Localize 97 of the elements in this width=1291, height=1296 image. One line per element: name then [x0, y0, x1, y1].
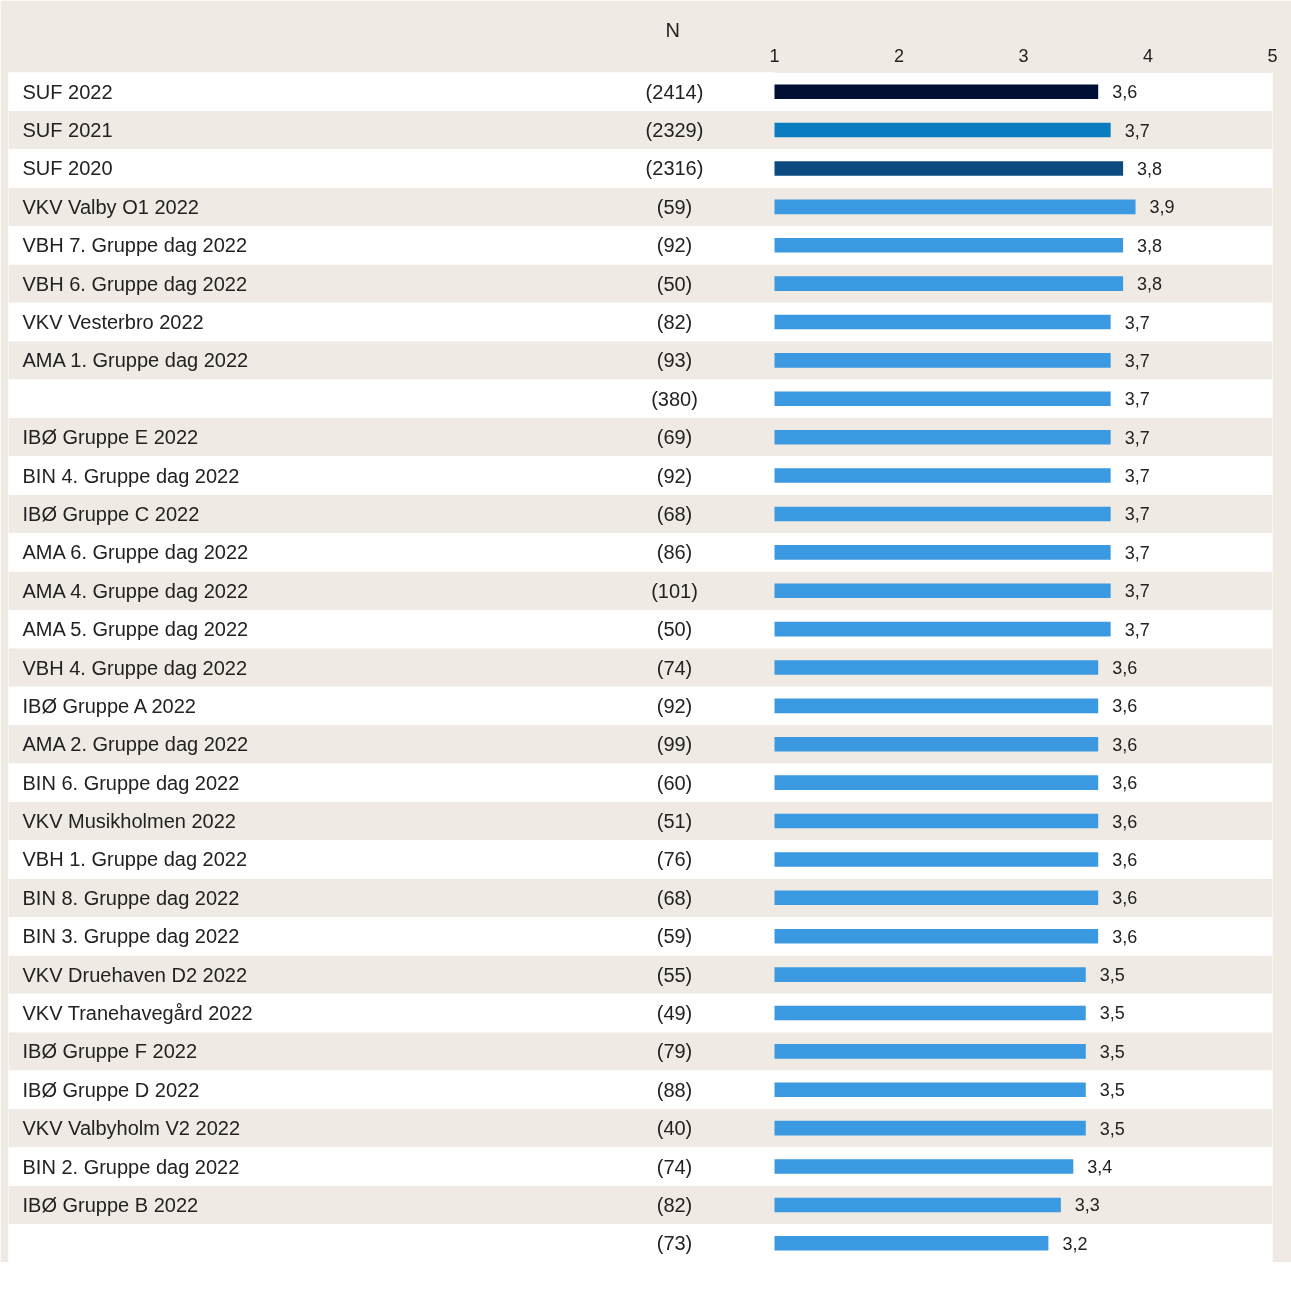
text: (79): [656, 1040, 693, 1063]
data-label: 3,5: [1099, 1041, 1125, 1062]
text: (59): [656, 925, 693, 948]
data-label: 3,7: [1124, 427, 1150, 448]
text: (59): [656, 195, 693, 218]
data-label: 3,6: [1112, 658, 1138, 678]
data-label: 3,9: [1149, 197, 1175, 218]
data-label: 3,5: [1099, 1080, 1125, 1101]
x2-tick-label: 1: [769, 45, 780, 66]
text: (86): [656, 541, 693, 564]
text: (51): [656, 810, 693, 833]
text: (92): [656, 464, 693, 487]
text: (82): [656, 311, 693, 334]
data-label: 3,7: [1124, 466, 1150, 487]
text: (40): [656, 1117, 693, 1140]
data-label: 3,6: [1112, 696, 1138, 717]
y-tick-label: VKV Valbyholm V2 2022: [22, 1117, 241, 1140]
data-label: 3,2: [1062, 1233, 1088, 1254]
data-label: 3,6: [1112, 849, 1138, 870]
data-label: 3,7: [1124, 350, 1150, 371]
text: (60): [656, 771, 693, 794]
y-tick-label: BIN 4. Gruppe dag 2022: [22, 464, 240, 487]
text: (92): [656, 694, 693, 717]
text: (69): [656, 426, 693, 449]
y-tick-label: VBH 7. Gruppe dag 2022: [22, 234, 248, 257]
data-label: 3,7: [1124, 619, 1150, 640]
text: (2414): [645, 80, 704, 103]
y-tick-label: IBØ Gruppe C 2022: [22, 502, 200, 525]
text: (73): [656, 1232, 693, 1255]
data-label: 3,8: [1137, 158, 1163, 179]
y-tick-label: SUF 2022: [22, 80, 113, 103]
y-tick-label: IBØ Gruppe F 2022: [22, 1040, 198, 1063]
y-tick-label: VBH 1. Gruppe dag 2022: [22, 848, 248, 871]
x2-tick-label: 3: [1018, 45, 1029, 66]
y-tick-label: SUF 2020: [22, 157, 113, 180]
text: (93): [656, 349, 693, 372]
y-tick-label: AMA 5. Gruppe dag 2022: [22, 618, 249, 641]
text: (2316): [645, 157, 704, 180]
y-tick-label: VKV Vesterbro 2022: [22, 311, 204, 334]
data-label: 3,6: [1112, 888, 1138, 909]
text: (50): [656, 272, 693, 295]
data-label: 3,7: [1124, 581, 1150, 602]
text: (380): [651, 387, 698, 410]
y-tick-label: AMA 1. Gruppe dag 2022: [22, 349, 249, 372]
y-tick-label: IBØ Gruppe D 2022: [22, 1078, 200, 1101]
y-tick-label: SUF 2021: [22, 119, 113, 142]
y-tick-label: IBØ Gruppe B 2022: [22, 1193, 199, 1216]
data-label: 3,7: [1124, 542, 1150, 563]
text: (68): [656, 886, 693, 909]
text: (74): [656, 1155, 693, 1178]
text: (2329): [645, 119, 704, 142]
y-tick-label: IBØ Gruppe A 2022: [22, 694, 196, 717]
y-tick-label: VKV Valby O1 2022: [22, 195, 199, 218]
text: (82): [656, 1193, 693, 1216]
y-tick-label: AMA 2. Gruppe dag 2022: [22, 733, 249, 756]
x2-tick-label: 5: [1267, 45, 1278, 66]
text: (68): [656, 502, 693, 525]
text: (55): [656, 963, 693, 986]
text: (92): [656, 234, 693, 257]
y-tick-label: AMA 6. Gruppe dag 2022: [22, 541, 249, 564]
text: (101): [651, 579, 698, 602]
text: (74): [656, 656, 693, 679]
data-label: 3,5: [1099, 1003, 1125, 1024]
data-label: 3,5: [1099, 965, 1125, 986]
data-label: 3,7: [1124, 312, 1150, 333]
y-tick-label: VKV Tranehavegård 2022: [22, 1001, 253, 1024]
text: (50): [656, 618, 693, 641]
x2-tick-label: 2: [893, 45, 905, 66]
text: N: [665, 18, 680, 41]
y-tick-label: BIN 2. Gruppe dag 2022: [22, 1155, 240, 1178]
data-label: 3,6: [1112, 82, 1138, 103]
text: (88): [656, 1078, 693, 1101]
y-tick-label: VBH 4. Gruppe dag 2022: [22, 656, 248, 679]
data-label: 3,7: [1124, 120, 1150, 141]
data-label: 3,7: [1124, 504, 1150, 525]
data-label: 3,7: [1124, 389, 1150, 410]
x2-tick-label: 4: [1142, 45, 1154, 66]
data-label: 3,5: [1099, 1118, 1125, 1139]
data-label: 3,8: [1137, 274, 1163, 295]
data-label: 3,6: [1112, 811, 1138, 832]
y-tick-label: BIN 6. Gruppe dag 2022: [22, 771, 240, 794]
data-label: 3,6: [1112, 926, 1138, 947]
y-tick-label: BIN 3. Gruppe dag 2022: [22, 925, 240, 948]
text: (99): [656, 733, 693, 756]
y-tick-label: VKV Druehaven D2 2022: [22, 963, 248, 986]
data-label: 3,8: [1137, 235, 1163, 256]
data-label: 3,6: [1112, 773, 1138, 794]
y-tick-label: AMA 4. Gruppe dag 2022: [22, 579, 249, 602]
y-tick-label: VBH 6. Gruppe dag 2022: [22, 272, 248, 295]
data-label: 3,3: [1074, 1195, 1100, 1216]
data-label: 3,6: [1112, 734, 1138, 755]
y-tick-label: BIN 8. Gruppe dag 2022: [22, 886, 240, 909]
y-tick-label: IBØ Gruppe E 2022: [22, 426, 199, 449]
text: (76): [656, 848, 693, 871]
y-tick-label: VKV Musikholmen 2022: [22, 810, 236, 833]
text: (49): [656, 1001, 693, 1024]
data-label: 3,4: [1087, 1157, 1113, 1178]
